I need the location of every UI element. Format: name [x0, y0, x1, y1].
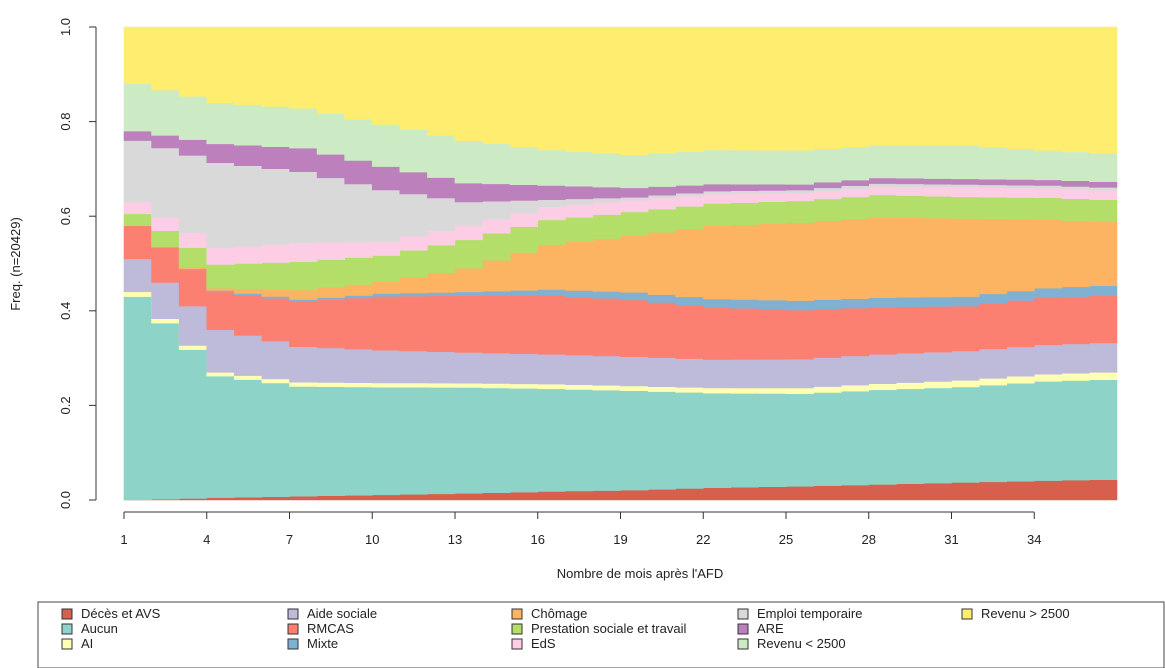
legend-label: Emploi temporaire: [757, 606, 863, 621]
y-tick-label: 0.2: [58, 396, 73, 414]
legend-label: Aucun: [81, 621, 118, 636]
area-revenu-2500: [123, 26, 1118, 156]
legend-swatch: [511, 608, 523, 620]
x-tick-label: 28: [862, 532, 876, 547]
x-tick-label: 1: [120, 532, 127, 547]
x-axis-title: Nombre de mois après l'AFD: [557, 566, 723, 581]
legend-label: Aide sociale: [307, 606, 377, 621]
legend-swatch: [737, 638, 749, 650]
legend-label: Décès et AVS: [81, 606, 161, 621]
x-tick-label: 4: [203, 532, 210, 547]
legend-swatch: [287, 638, 299, 650]
legend-swatch: [287, 608, 299, 620]
y-tick-label: 0.4: [58, 302, 73, 320]
legend-label: Mixte: [307, 636, 338, 651]
legend-label: RMCAS: [307, 621, 354, 636]
legend-swatch: [737, 608, 749, 620]
legend-label: Revenu < 2500: [757, 636, 846, 651]
x-tick-label: 25: [779, 532, 793, 547]
legend-swatch: [61, 608, 73, 620]
x-tick-label: 16: [531, 532, 545, 547]
x-tick-label: 13: [448, 532, 462, 547]
legend-label: EdS: [531, 636, 556, 651]
legend-swatch: [287, 623, 299, 635]
axes: Freq. (n=20429) Nombre de mois après l'A…: [8, 18, 1041, 581]
legend-label: Prestation sociale et travail: [531, 621, 686, 636]
x-tick-label: 7: [286, 532, 293, 547]
y-tick-label: 0.6: [58, 207, 73, 225]
y-tick-label: 0.0: [58, 491, 73, 509]
y-tick-label: 0.8: [58, 113, 73, 131]
x-tick-label: 10: [365, 532, 379, 547]
x-tick-label: 34: [1027, 532, 1041, 547]
legend-label: Chômage: [531, 606, 587, 621]
legend-swatch: [61, 623, 73, 635]
x-tick-label: 31: [944, 532, 958, 547]
legend-swatch: [737, 623, 749, 635]
y-axis-title: Freq. (n=20429): [8, 217, 23, 311]
legend-label: ARE: [757, 621, 784, 636]
y-tick-label: 1.0: [58, 18, 73, 36]
legend-label: AI: [81, 636, 93, 651]
legend-label: Revenu > 2500: [981, 606, 1070, 621]
plot-area: [123, 26, 1118, 501]
legend-swatch: [61, 638, 73, 650]
legend-frame: [37, 601, 1165, 668]
x-tick-label: 22: [696, 532, 710, 547]
x-tick-label: 19: [613, 532, 627, 547]
legend-swatch: [511, 623, 523, 635]
legend-swatch: [511, 638, 523, 650]
legend-swatch: [961, 608, 973, 620]
